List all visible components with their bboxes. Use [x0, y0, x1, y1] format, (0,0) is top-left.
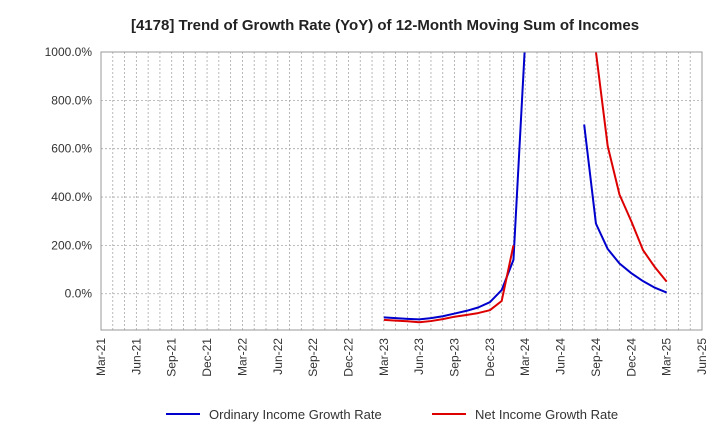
grid	[101, 51, 702, 330]
series-line	[383, 245, 515, 324]
legend: Ordinary Income Growth Rate Net Income Gr…	[166, 407, 618, 422]
y-tick-label: 0.0%	[65, 287, 93, 301]
legend-label: Net Income Growth Rate	[475, 407, 618, 422]
y-tick-label: 400.0%	[51, 190, 92, 204]
x-tick-label: Mar-22	[235, 338, 249, 376]
plot-frame	[100, 51, 703, 331]
series-line	[583, 124, 668, 294]
x-tick-label: Sep-24	[589, 338, 603, 377]
x-tick-label: Dec-24	[624, 338, 638, 377]
x-tick-label: Dec-21	[200, 338, 214, 377]
y-tick-label: 800.0%	[51, 93, 92, 107]
x-tick-label: Mar-23	[377, 338, 391, 376]
x-tick-label: Dec-22	[341, 338, 355, 377]
x-tick-label: Mar-25	[660, 338, 674, 376]
x-tick-label: Sep-21	[165, 338, 179, 377]
y-tick-label: 1000.0%	[45, 45, 93, 59]
y-axis: 0.0% 200.0% 400.0% 600.0% 800.0% 1000.0%	[45, 45, 93, 301]
series-line	[383, 52, 526, 321]
x-tick-label: Dec-23	[483, 338, 497, 377]
x-tick-label: Jun-23	[412, 338, 426, 375]
plot-area	[383, 52, 668, 324]
y-tick-label: 200.0%	[51, 238, 92, 252]
x-tick-label: Jun-25	[695, 338, 709, 375]
x-tick-label: Jun-24	[554, 338, 568, 375]
x-tick-label: Sep-22	[306, 338, 320, 377]
x-tick-label: Sep-23	[448, 338, 462, 377]
series-line	[594, 52, 668, 283]
legend-label: Ordinary Income Growth Rate	[209, 407, 382, 422]
x-axis: Mar-21 Jun-21 Sep-21 Dec-21 Mar-22 Jun-22 Sep-…	[94, 338, 709, 377]
x-tick-label: Mar-24	[518, 338, 532, 376]
x-tick-label: Jun-21	[129, 338, 143, 375]
chart-title: [4178] Trend of Growth Rate (YoY) of 12-…	[131, 17, 639, 34]
y-tick-label: 600.0%	[51, 142, 92, 156]
x-tick-label: Mar-21	[94, 338, 108, 376]
x-tick-label: Jun-22	[271, 338, 285, 375]
